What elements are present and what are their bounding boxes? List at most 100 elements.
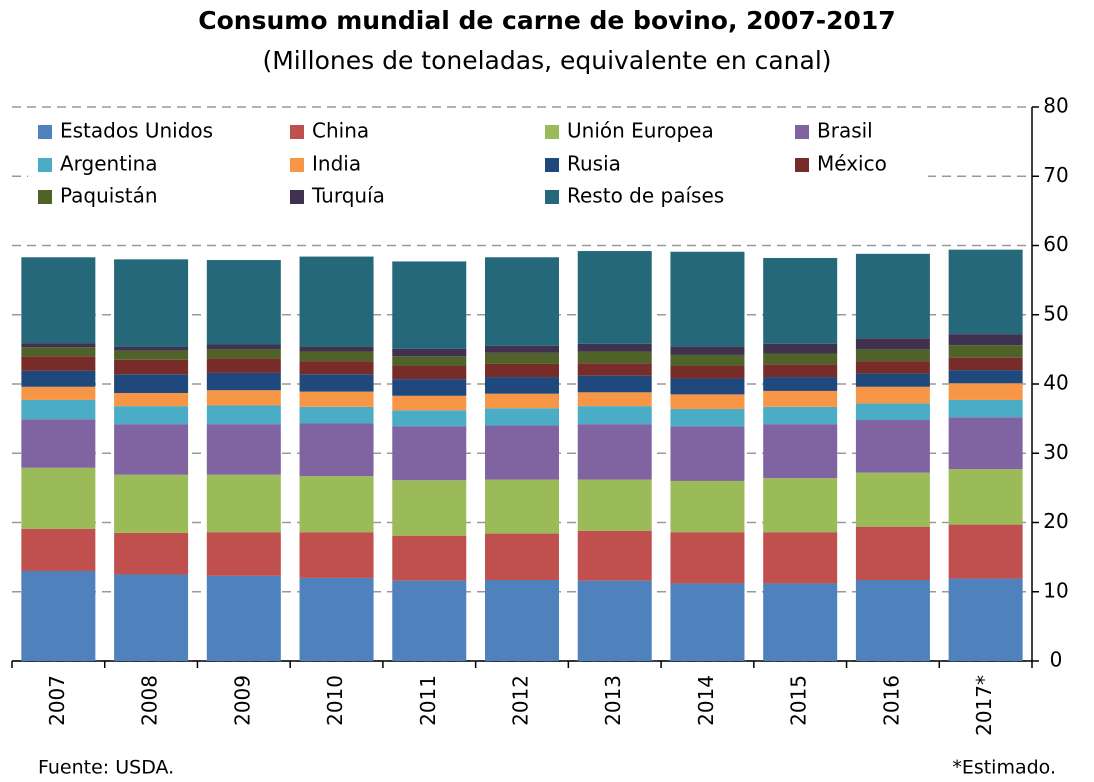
bar-segment bbox=[206, 405, 281, 425]
note: *Estimado. bbox=[952, 757, 1056, 779]
bar-segment bbox=[577, 580, 652, 661]
bar-segment bbox=[763, 532, 838, 584]
legend-swatch bbox=[545, 158, 559, 172]
bar-segment bbox=[114, 346, 189, 351]
legend-swatch bbox=[38, 190, 52, 204]
x-tick-label: 2012 bbox=[509, 675, 533, 726]
bar-segment bbox=[670, 408, 745, 427]
legend-label: Brasil bbox=[817, 119, 873, 143]
bar-segment bbox=[948, 357, 1023, 371]
y-tick-label: 40 bbox=[1043, 371, 1068, 395]
bar-segment bbox=[855, 253, 930, 339]
bar-segment bbox=[485, 352, 559, 364]
bar-segment bbox=[763, 377, 838, 391]
bar-segment bbox=[206, 349, 281, 359]
bar-segment bbox=[855, 579, 930, 661]
y-tick-label: 30 bbox=[1043, 440, 1068, 464]
bar-segment bbox=[763, 343, 838, 354]
bar-segment bbox=[114, 359, 189, 375]
bar-segment bbox=[299, 351, 374, 362]
bar-segment bbox=[577, 351, 652, 364]
bar-segment bbox=[670, 532, 745, 584]
bar-segment bbox=[948, 578, 1023, 661]
bar-segment bbox=[114, 474, 189, 533]
bar-segment bbox=[299, 346, 374, 352]
bar-segment bbox=[392, 379, 467, 396]
bar-segment bbox=[392, 535, 467, 581]
bar-segment bbox=[948, 249, 1023, 335]
legend-label: México bbox=[817, 152, 887, 176]
bar-segment bbox=[485, 393, 559, 409]
bar-segment bbox=[206, 532, 281, 576]
x-tick-label: 2010 bbox=[323, 675, 347, 726]
bar-segment bbox=[485, 425, 559, 480]
x-tick-label: 2015 bbox=[787, 675, 811, 726]
legend-background bbox=[28, 115, 928, 215]
bar-segment bbox=[763, 353, 838, 365]
bar-segment bbox=[114, 574, 189, 661]
legend-swatch bbox=[795, 158, 809, 172]
bar-segment bbox=[21, 399, 96, 420]
x-tick-label: 2008 bbox=[138, 675, 162, 726]
bar-segment bbox=[577, 251, 652, 344]
bar-segment bbox=[855, 386, 930, 404]
legend-label: Estados Unidos bbox=[60, 119, 213, 143]
y-tick-label: 60 bbox=[1043, 232, 1068, 256]
bar-segment bbox=[392, 348, 467, 357]
bar-segment bbox=[206, 424, 281, 475]
bar-segment bbox=[206, 260, 281, 345]
bar-segment bbox=[21, 343, 96, 348]
bar-segment bbox=[763, 478, 838, 533]
x-tick-label: 2011 bbox=[416, 675, 440, 726]
bar-segment bbox=[392, 356, 467, 366]
legend-label: Paquistán bbox=[60, 184, 158, 208]
bar-segment bbox=[948, 345, 1023, 358]
bar-segment bbox=[670, 346, 745, 355]
bar-segment bbox=[392, 410, 467, 427]
bar-segment bbox=[21, 257, 96, 344]
bar-segment bbox=[206, 575, 281, 661]
x-tick-label: 2009 bbox=[230, 675, 254, 726]
legend-swatch bbox=[290, 158, 304, 172]
legend-label: Unión Europea bbox=[567, 119, 714, 143]
bar-segment bbox=[485, 579, 559, 661]
chart-title: Consumo mundial de carne de bovino, 2007… bbox=[198, 6, 895, 35]
bar-segment bbox=[299, 476, 374, 533]
y-tick-label: 10 bbox=[1043, 578, 1068, 602]
legend-label: Turquía bbox=[311, 184, 385, 208]
bar-segment bbox=[206, 390, 281, 406]
legend-swatch bbox=[290, 125, 304, 139]
bar-segment bbox=[114, 393, 189, 407]
bar-segment bbox=[299, 406, 374, 424]
bar-segment bbox=[948, 334, 1023, 346]
bar-segment bbox=[485, 363, 559, 378]
bar-segment bbox=[485, 479, 559, 534]
bar-segment bbox=[299, 361, 374, 375]
bar-segment bbox=[299, 374, 374, 392]
bar-segment bbox=[948, 524, 1023, 579]
y-tick-label: 0 bbox=[1050, 648, 1063, 672]
bar-segment bbox=[392, 395, 467, 411]
bar-segment bbox=[577, 392, 652, 407]
bar-segment bbox=[114, 350, 189, 360]
x-tick-label: 2016 bbox=[879, 675, 903, 726]
bar-segment bbox=[299, 391, 374, 407]
legend-swatch bbox=[545, 190, 559, 204]
legend-label: Argentina bbox=[60, 152, 158, 176]
source: Fuente: USDA. bbox=[38, 757, 174, 779]
bar-segment bbox=[763, 364, 838, 378]
bar-segment bbox=[485, 257, 559, 346]
bar-segment bbox=[855, 526, 930, 580]
bar-segment bbox=[206, 372, 281, 391]
bar-segment bbox=[299, 423, 374, 477]
bar-segment bbox=[206, 474, 281, 533]
bar-segment bbox=[855, 472, 930, 527]
bar-segment bbox=[577, 375, 652, 393]
legend-swatch bbox=[38, 125, 52, 139]
bar-segment bbox=[485, 345, 559, 353]
bar-segment bbox=[577, 530, 652, 581]
legend-label: Resto de países bbox=[567, 184, 724, 208]
bar-segment bbox=[670, 480, 745, 533]
bar-segment bbox=[855, 349, 930, 362]
bar-segment bbox=[577, 479, 652, 531]
